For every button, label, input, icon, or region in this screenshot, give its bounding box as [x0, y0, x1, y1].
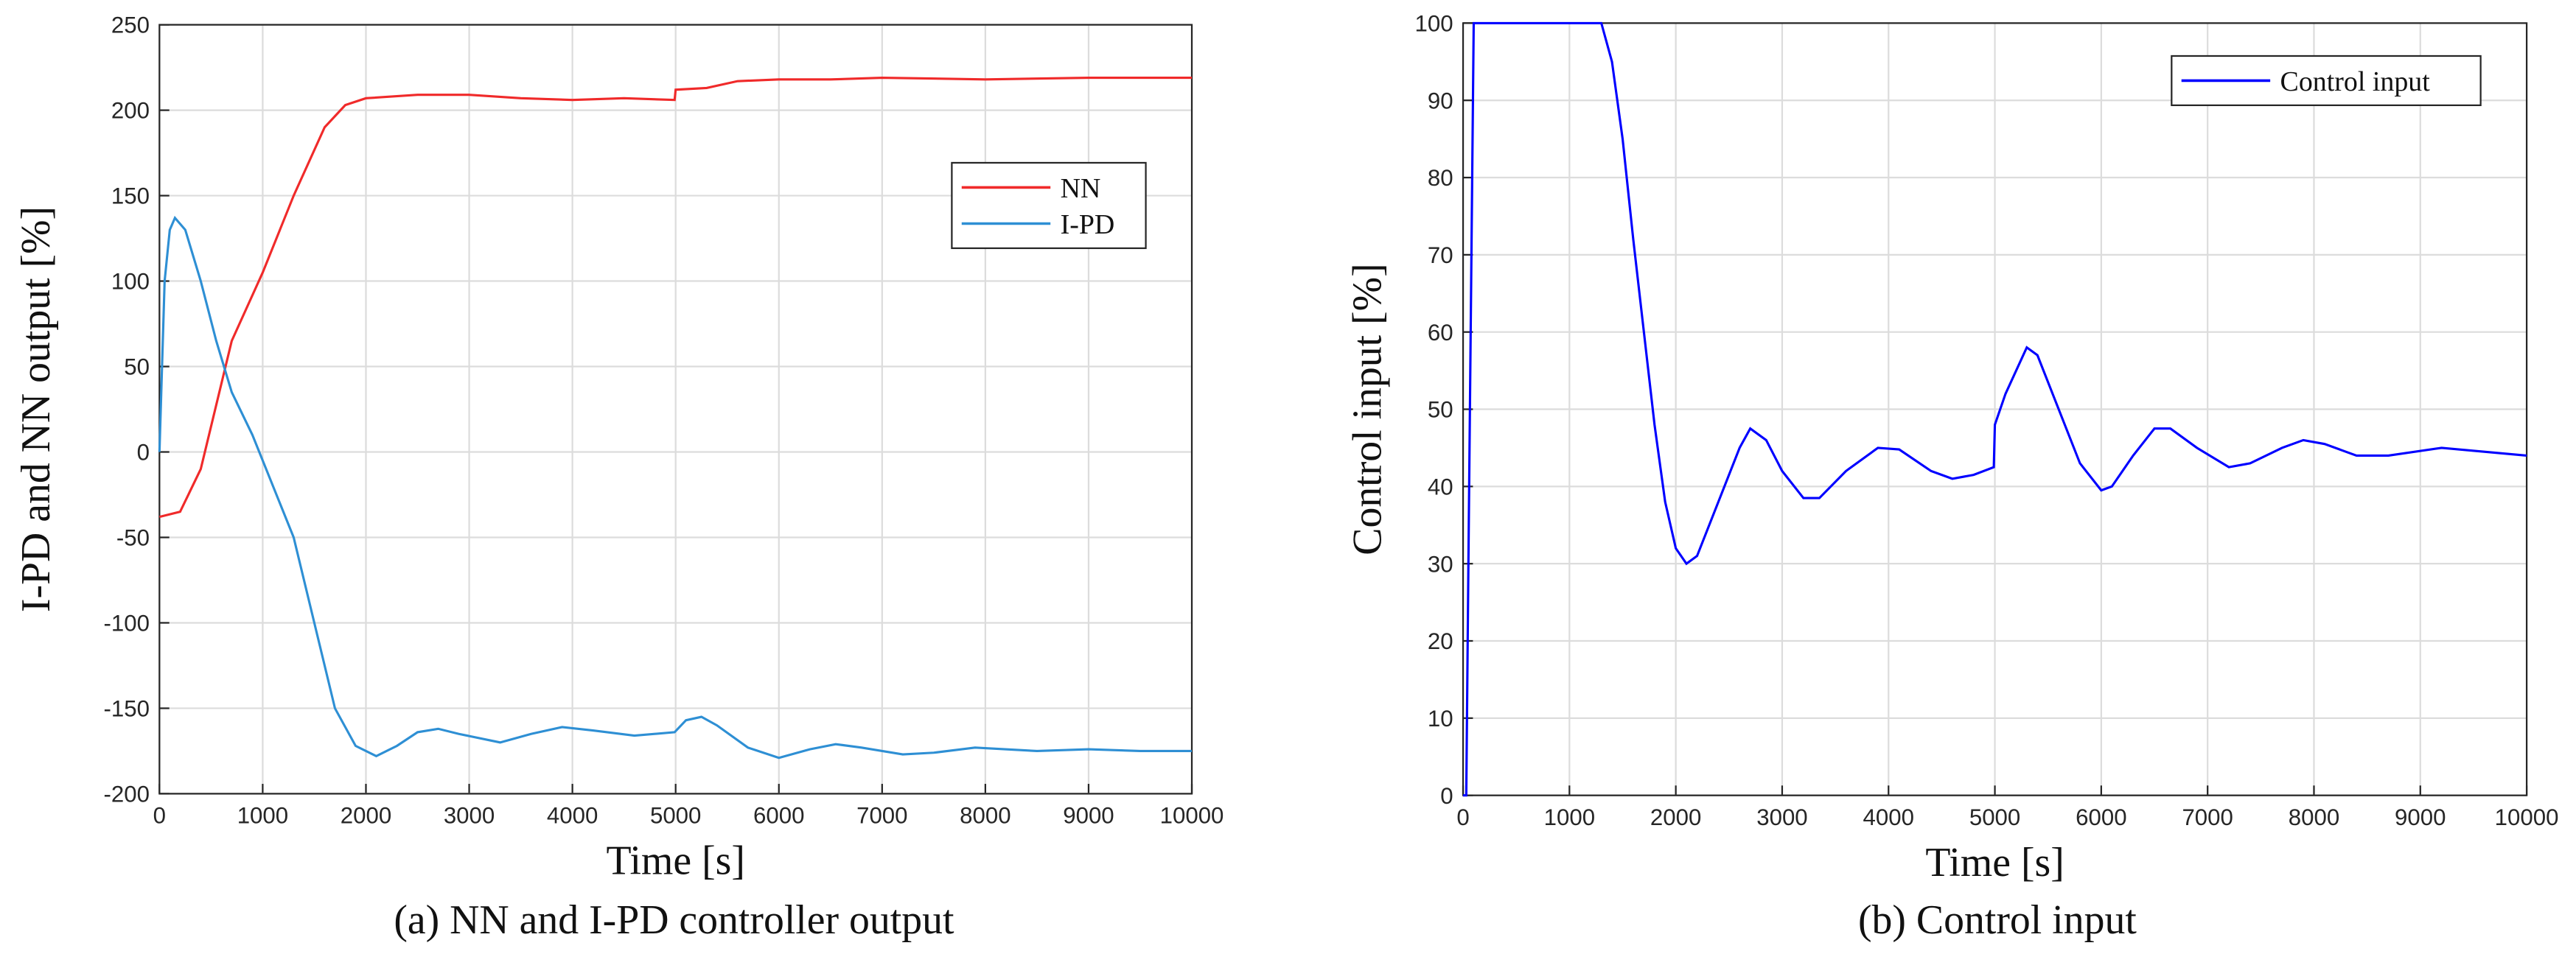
- x-axis-label: Time [s]: [606, 838, 744, 884]
- y-tick-label: -50: [116, 525, 150, 551]
- axes-frame: [1462, 22, 2528, 796]
- x-tick-label: 3000: [1756, 804, 1807, 830]
- y-tick-label: 20: [1428, 628, 1453, 654]
- y-axis-label: Control input [%]: [1345, 263, 1391, 555]
- axes-frame: [158, 24, 1193, 795]
- x-tick-label: 1000: [1544, 804, 1595, 830]
- y-axis-label: I-PD and NN output [%]: [13, 206, 59, 612]
- x-tick-label: 6000: [2076, 804, 2126, 830]
- caption: (a) NN and I-PD controller output: [394, 897, 954, 943]
- legend-label: Control input: [2280, 66, 2431, 97]
- caption: (b) Control input: [1858, 897, 2137, 943]
- data-line: [158, 76, 1193, 519]
- y-tick-label: 80: [1428, 165, 1453, 191]
- x-tick-label: 5000: [1969, 804, 2020, 830]
- y-tick-label: 70: [1428, 242, 1453, 268]
- y-tick-label: 100: [1415, 11, 1453, 37]
- x-tick-label: 8000: [2289, 804, 2339, 830]
- x-tick-label: 6000: [753, 803, 804, 829]
- x-axis-label: Time [s]: [1925, 840, 2064, 885]
- y-tick-label: 90: [1428, 88, 1453, 113]
- legend-box: [951, 161, 1147, 250]
- x-tick-label: 4000: [547, 803, 598, 829]
- x-tick-label: 7000: [2182, 804, 2233, 830]
- data-line: [1463, 21, 2527, 797]
- x-tick-label: 3000: [444, 803, 495, 829]
- y-tick-label: 10: [1428, 706, 1453, 732]
- y-tick-label: -150: [103, 696, 149, 722]
- legend-label: I-PD: [1061, 209, 1115, 240]
- y-tick-label: 40: [1428, 474, 1453, 499]
- x-tick-label: 0: [153, 803, 166, 829]
- y-tick-label: 250: [111, 13, 150, 38]
- legend-label: NN: [1061, 173, 1101, 204]
- y-tick-label: 200: [111, 98, 150, 124]
- x-tick-label: 7000: [856, 803, 907, 829]
- x-tick-label: 0: [1456, 804, 1469, 830]
- y-tick-label: 0: [1440, 783, 1453, 809]
- x-tick-label: 10000: [1160, 803, 1224, 829]
- x-tick-label: 4000: [1863, 804, 1914, 830]
- y-tick-label: 100: [111, 269, 150, 295]
- x-tick-label: 2000: [341, 803, 391, 829]
- x-tick-label: 1000: [237, 803, 288, 829]
- x-tick-label: 9000: [2395, 804, 2446, 830]
- x-tick-label: 8000: [960, 803, 1010, 829]
- x-tick-label: 5000: [650, 803, 701, 829]
- data-line: [158, 215, 1193, 760]
- y-tick-label: 50: [124, 354, 150, 380]
- y-tick-label: -100: [103, 611, 149, 636]
- y-tick-label: 60: [1428, 320, 1453, 346]
- y-tick-label: 150: [111, 183, 150, 209]
- x-tick-label: 10000: [2495, 804, 2559, 830]
- y-tick-label: -200: [103, 782, 149, 807]
- y-tick-label: 30: [1428, 551, 1453, 577]
- y-tick-label: 0: [137, 440, 150, 466]
- x-tick-label: 9000: [1063, 803, 1114, 829]
- x-tick-label: 2000: [1650, 804, 1701, 830]
- y-tick-label: 50: [1428, 397, 1453, 423]
